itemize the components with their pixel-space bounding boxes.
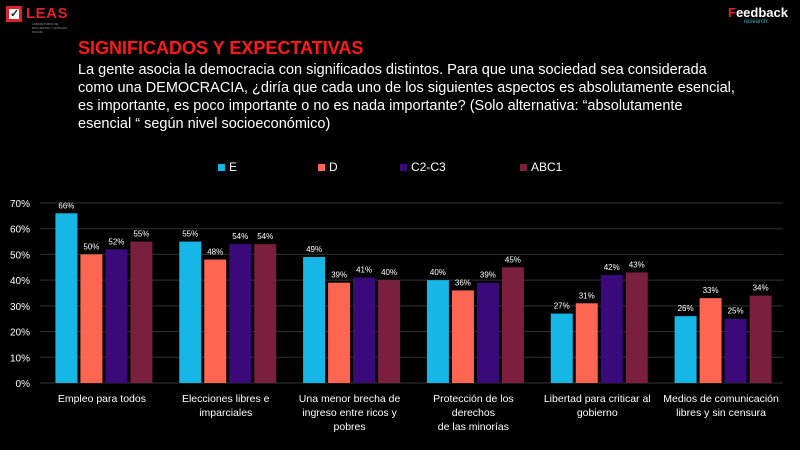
x-category-label-line: Empleo para todos <box>57 393 146 405</box>
data-label: 55% <box>182 230 198 239</box>
bar-e <box>674 316 697 383</box>
legend-swatch-icon <box>520 163 527 171</box>
data-label: 34% <box>753 284 769 293</box>
bar-c2-c3 <box>600 275 623 383</box>
bar-c2-c3 <box>105 249 128 383</box>
y-tick-label: 40% <box>10 276 30 287</box>
chart-legend: E D C2-C3 ABC1 <box>0 160 800 180</box>
bar-abc1 <box>378 280 401 383</box>
x-category-label: Medios de comunicación libres y sin censu… <box>661 392 781 420</box>
data-label: 26% <box>678 304 694 313</box>
bar-d <box>575 303 598 383</box>
data-label: 41% <box>356 266 372 275</box>
bar-c2-c3 <box>229 244 252 383</box>
bar-abc1 <box>254 244 277 383</box>
data-label: 55% <box>133 230 149 239</box>
bar-d <box>328 282 351 383</box>
y-tick-label: 10% <box>10 353 30 364</box>
legend-label: E <box>229 160 238 174</box>
x-category-label-line: de las minorías <box>437 421 509 433</box>
bar-abc1 <box>501 267 524 383</box>
data-label: 48% <box>207 248 223 257</box>
bar-chart: 0% 10% 20% 30% 40% 50% 60% 70% 66% 50% 52% 55% 55% 48… <box>10 199 783 390</box>
bar-abc1 <box>130 241 153 383</box>
y-tick-label: 30% <box>10 302 30 313</box>
data-label: 50% <box>83 242 99 251</box>
x-category-label-line: Libertad para criticar al <box>543 393 651 405</box>
bar-abc1 <box>749 295 772 383</box>
bar-c2-c3 <box>353 277 376 383</box>
x-category-label: Empleo para todos <box>42 392 162 406</box>
data-label: 45% <box>505 255 521 264</box>
x-category-label: Protección de los derechos de las minoría… <box>413 392 533 434</box>
legend-item: ABC1 <box>520 160 562 174</box>
x-category-label-line: libres y sin censura <box>676 407 767 419</box>
data-label: 49% <box>306 245 322 254</box>
x-category-label-line: gobierno <box>576 407 618 419</box>
data-label: 66% <box>58 201 74 210</box>
data-label: 42% <box>604 263 620 272</box>
legend-item: C2-C3 <box>400 160 446 174</box>
legend-swatch-icon <box>218 163 225 171</box>
legend-swatch-icon <box>318 163 325 171</box>
legend-label: ABC1 <box>531 160 563 174</box>
leas-logo: ✓ LEAS <box>6 6 68 22</box>
data-label: 39% <box>480 271 496 280</box>
data-label: 27% <box>554 302 570 311</box>
data-label: 54% <box>257 232 273 241</box>
data-label: 43% <box>629 260 645 269</box>
legend-label: D <box>329 160 338 174</box>
x-category-label-line: imparciales <box>199 407 253 419</box>
legend-label: C2-C3 <box>411 160 446 174</box>
legend-item: E <box>218 160 237 174</box>
legend-swatch-icon <box>400 163 407 171</box>
y-tick-label: 0% <box>16 379 31 390</box>
y-tick-label: 70% <box>10 199 30 210</box>
data-label: 39% <box>331 271 347 280</box>
data-label: 31% <box>579 291 595 300</box>
checkbox-logo-icon: ✓ <box>6 6 22 22</box>
bar-d <box>204 259 227 383</box>
y-tick-label: 50% <box>10 250 30 261</box>
leas-logo-text: LEAS <box>26 5 69 22</box>
page-subtitle: La gente asocia la democracia con signif… <box>78 62 735 132</box>
bar-abc1 <box>625 272 648 383</box>
bar-d <box>80 254 103 383</box>
bar-e <box>550 313 573 383</box>
data-label: 52% <box>108 237 124 246</box>
x-category-label: Elecciones libres e imparciales <box>166 392 286 420</box>
data-label: 25% <box>728 307 744 316</box>
x-category-label-line: Elecciones libres e <box>181 393 270 405</box>
bar-e <box>55 213 78 383</box>
data-label: 40% <box>430 268 446 277</box>
bar-d <box>699 298 722 383</box>
x-category-label: Una menor brecha de ingreso entre ricos y… <box>290 392 410 434</box>
bar-c2-c3 <box>724 318 747 383</box>
bar-e <box>426 280 449 383</box>
data-label: 40% <box>381 268 397 277</box>
data-label: 36% <box>455 278 471 287</box>
x-category-label: Libertad para criticar al gobierno <box>537 392 657 420</box>
data-label: 33% <box>703 286 719 295</box>
feedback-logo-accent: F <box>728 5 736 20</box>
x-category-label-line: pobres <box>333 421 366 433</box>
x-category-label-line: Una menor brecha de <box>298 393 401 405</box>
feedback-logo-text: eedback <box>735 5 788 20</box>
legend-item: D <box>318 160 338 174</box>
bar-e <box>179 241 202 383</box>
y-tick-label: 60% <box>10 225 30 236</box>
y-tick-label: 20% <box>10 328 30 339</box>
bar-e <box>303 257 326 383</box>
data-label: 54% <box>232 232 248 241</box>
feedback-logo-subtitle: research <box>744 19 768 25</box>
x-category-label-line: Protección de los derechos <box>433 393 514 419</box>
x-category-label-line: ingreso entre ricos y <box>302 407 397 419</box>
page-title: SIGNIFICADOS Y EXPECTATIVAS <box>78 38 364 58</box>
bar-c2-c3 <box>476 282 499 383</box>
leas-logo-subtitle: LABORATORIO DE ENCUESTAS Y ANÁLISIS SOCI… <box>32 22 68 34</box>
bar-d <box>451 290 474 383</box>
x-category-label-line: Medios de comunicación <box>663 393 779 405</box>
feedback-logo: Feedback research <box>728 6 788 25</box>
